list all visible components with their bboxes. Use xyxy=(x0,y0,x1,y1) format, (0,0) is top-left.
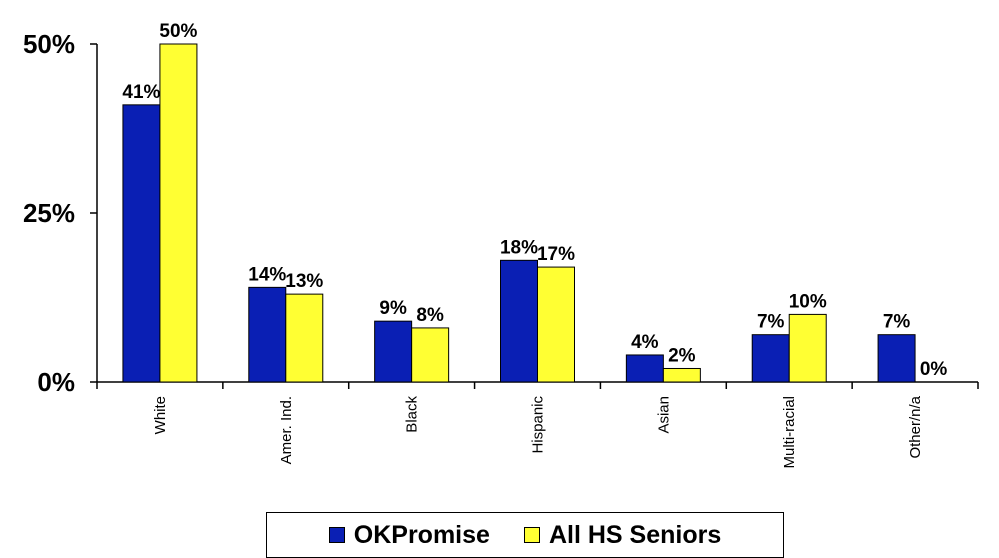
bar-all-hs-seniors-asian xyxy=(662,367,701,383)
bar-all-hs-seniors-hispanic xyxy=(537,266,575,383)
bar-chart: 0% 25% 50% 41% 50% White 14%13% Amer. Ind. 9% 8% B… xyxy=(23,21,979,469)
legend-swatch-okpromise xyxy=(328,527,345,543)
data-label: 41% xyxy=(122,82,160,103)
x-category-label: White xyxy=(152,396,169,434)
bar-okpromise-other-n-a xyxy=(877,334,916,383)
data-label: 7% xyxy=(757,312,785,333)
legend-item-okpromise: OKPromise xyxy=(328,520,490,550)
bar-okpromise-asian xyxy=(625,354,664,383)
data-label: 0% xyxy=(920,359,948,380)
data-label: 9% xyxy=(379,298,407,319)
y-tick-label: 0% xyxy=(37,367,75,397)
y-tick-label: 50% xyxy=(23,29,75,59)
data-label: 2% xyxy=(668,345,696,366)
legend-item-all-hs-seniors: All HS Seniors xyxy=(523,520,722,550)
bar-okpromise-white xyxy=(122,104,161,383)
legend-swatch-all-hs-seniors xyxy=(523,527,540,543)
data-label: 4% xyxy=(631,332,659,353)
bar-okpromise-multi-racial xyxy=(751,334,790,383)
legend-label-okpromise: OKPromise xyxy=(353,520,490,549)
x-category-label: Multi-racial xyxy=(781,396,798,469)
data-label: 50% xyxy=(159,21,197,42)
chart-legend: OKPromise All HS Seniors xyxy=(266,512,784,558)
data-label: 18% xyxy=(500,237,538,258)
bar-all-hs-seniors-amer-ind xyxy=(285,293,324,383)
bar-all-hs-seniors-multi-racial xyxy=(788,313,827,383)
data-label: 10% xyxy=(789,291,827,312)
x-category-label: Hispanic xyxy=(530,396,547,454)
bar-okpromise-black xyxy=(374,320,413,383)
data-label: 17% xyxy=(537,244,575,265)
x-category-label: Black xyxy=(404,396,421,433)
data-label: 8% xyxy=(416,305,444,326)
x-category-label: Other/n/a xyxy=(907,395,924,458)
bar-all-hs-seniors-black xyxy=(411,327,450,383)
bar-okpromise-hispanic xyxy=(500,259,538,383)
x-category-label: Amer. Ind. xyxy=(278,396,295,464)
data-label: 13% xyxy=(285,271,323,292)
bar-okpromise-amer-ind xyxy=(248,286,287,383)
x-category-label: Asian xyxy=(655,396,672,434)
legend-label-all-hs-seniors: All HS Seniors xyxy=(548,520,722,549)
bar-all-hs-seniors-white xyxy=(159,43,198,383)
y-tick-label: 25% xyxy=(23,198,75,228)
data-label: 14% xyxy=(248,264,286,285)
data-label: 7% xyxy=(883,312,911,333)
